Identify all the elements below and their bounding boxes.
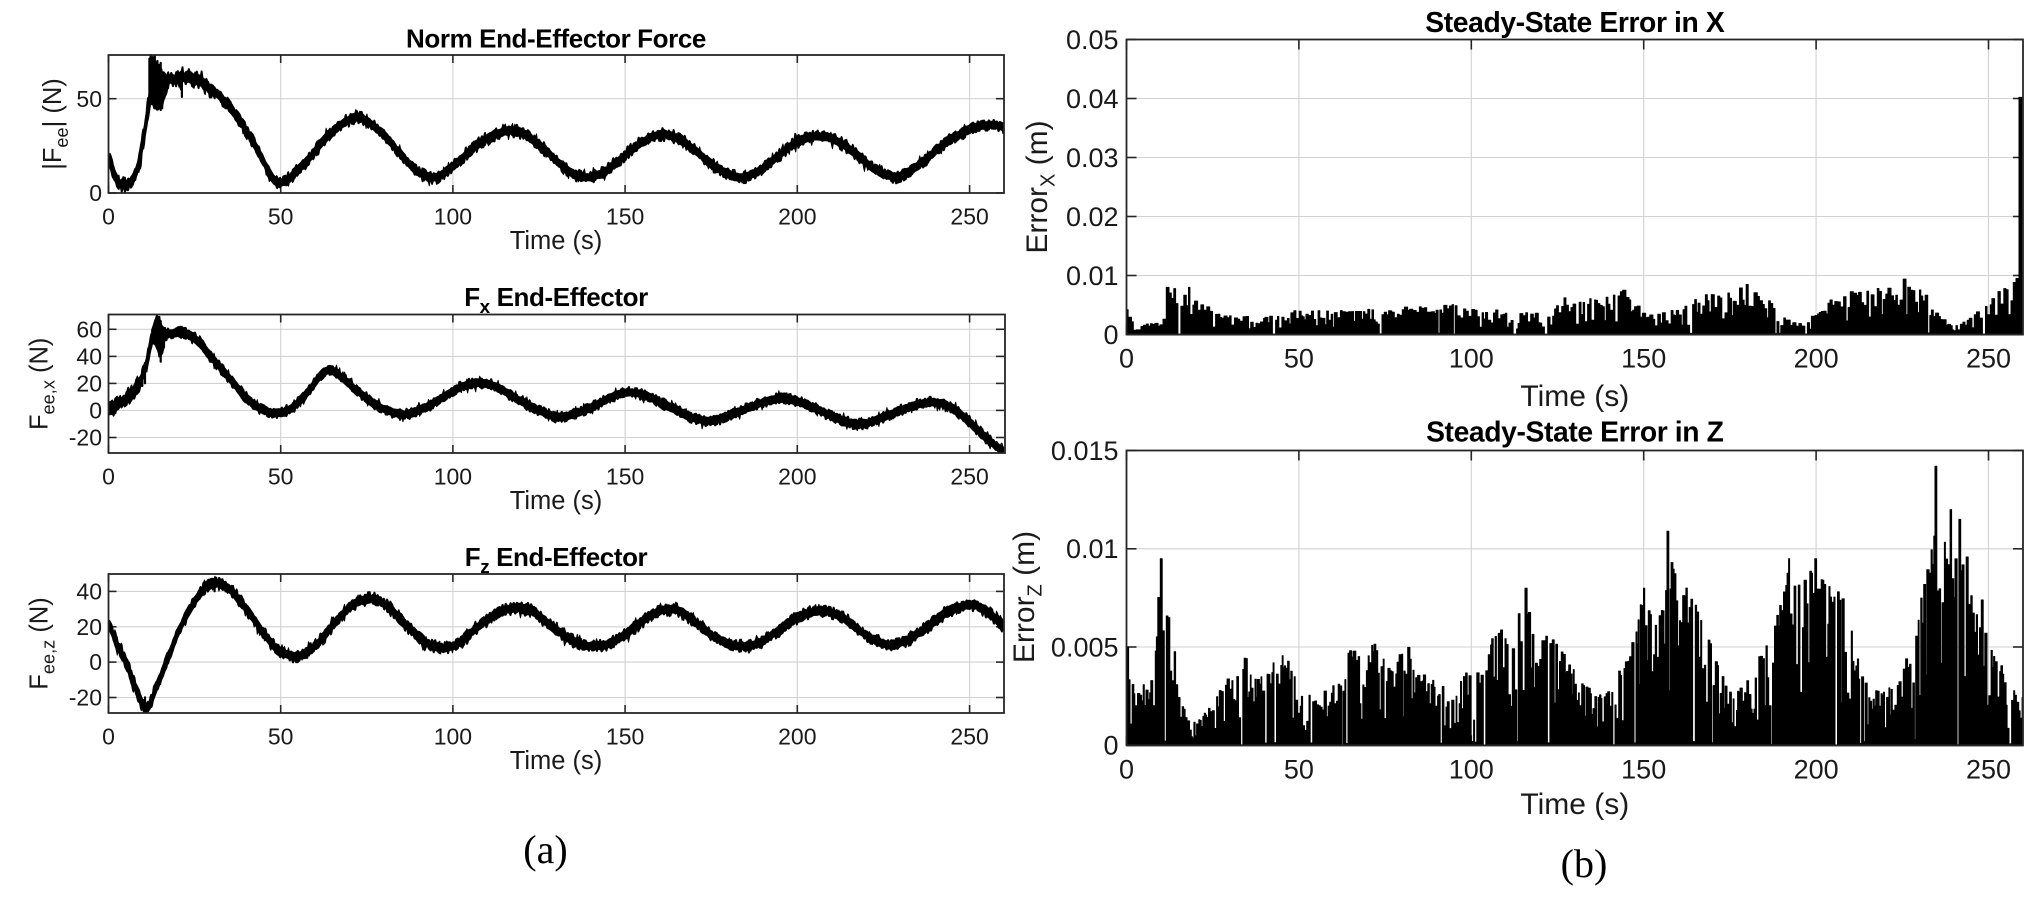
svg-text:250: 250 bbox=[950, 464, 988, 490]
svg-text:60: 60 bbox=[76, 316, 102, 342]
svg-text:0: 0 bbox=[89, 180, 102, 206]
svg-text:ErrorX (m): ErrorX (m) bbox=[1021, 120, 1060, 253]
svg-text:20: 20 bbox=[76, 371, 102, 397]
svg-text:40: 40 bbox=[76, 344, 102, 370]
svg-text:150: 150 bbox=[606, 204, 644, 230]
svg-text:Time (s): Time (s) bbox=[510, 487, 603, 515]
svg-text:Time (s): Time (s) bbox=[1520, 380, 1629, 413]
svg-text:50: 50 bbox=[1284, 344, 1314, 374]
svg-text:0: 0 bbox=[1119, 754, 1134, 784]
svg-text:100: 100 bbox=[434, 724, 472, 750]
svg-text:50: 50 bbox=[268, 464, 294, 490]
svg-text:0: 0 bbox=[1103, 320, 1118, 350]
svg-text:Steady-State Error in X: Steady-State Error in X bbox=[1425, 6, 1725, 38]
svg-text:100: 100 bbox=[1449, 344, 1494, 374]
svg-text:0: 0 bbox=[102, 464, 115, 490]
svg-text:50: 50 bbox=[1284, 754, 1314, 784]
svg-text:200: 200 bbox=[1794, 344, 1839, 374]
svg-text:50: 50 bbox=[268, 204, 294, 230]
svg-text:-20: -20 bbox=[69, 685, 102, 711]
svg-text:20: 20 bbox=[76, 614, 102, 640]
svg-text:50: 50 bbox=[268, 724, 294, 750]
svg-text:0: 0 bbox=[1119, 344, 1134, 374]
svg-text:40: 40 bbox=[76, 579, 102, 605]
svg-text:-20: -20 bbox=[69, 425, 102, 451]
svg-text:150: 150 bbox=[1621, 754, 1666, 784]
svg-text:(a): (a) bbox=[523, 827, 567, 872]
svg-text:100: 100 bbox=[434, 464, 472, 490]
svg-text:Time (s): Time (s) bbox=[1520, 788, 1629, 821]
svg-text:200: 200 bbox=[1794, 754, 1839, 784]
svg-text:250: 250 bbox=[1966, 754, 2011, 784]
svg-text:Fee,x (N): Fee,x (N) bbox=[26, 338, 59, 430]
svg-text:0.005: 0.005 bbox=[1051, 632, 1119, 662]
svg-text:Steady-State Error in Z: Steady-State Error in Z bbox=[1426, 416, 1724, 448]
svg-text:0.05: 0.05 bbox=[1066, 25, 1119, 55]
svg-text:|Fee| (N): |Fee| (N) bbox=[39, 78, 72, 170]
svg-text:0: 0 bbox=[89, 398, 102, 424]
svg-text:0.015: 0.015 bbox=[1051, 436, 1119, 466]
svg-text:0.03: 0.03 bbox=[1066, 143, 1119, 173]
svg-text:Time (s): Time (s) bbox=[510, 227, 603, 255]
svg-text:0: 0 bbox=[102, 204, 115, 230]
svg-text:150: 150 bbox=[606, 464, 644, 490]
svg-text:(b): (b) bbox=[1561, 841, 1608, 886]
svg-text:Time (s): Time (s) bbox=[510, 747, 603, 775]
svg-text:0.02: 0.02 bbox=[1066, 202, 1119, 232]
svg-text:ErrorZ (m): ErrorZ (m) bbox=[1008, 531, 1047, 663]
svg-text:0.01: 0.01 bbox=[1066, 534, 1119, 564]
svg-text:200: 200 bbox=[778, 464, 816, 490]
svg-text:150: 150 bbox=[606, 724, 644, 750]
svg-text:100: 100 bbox=[1449, 754, 1494, 784]
svg-text:0.04: 0.04 bbox=[1066, 84, 1119, 114]
svg-text:0: 0 bbox=[89, 649, 102, 675]
svg-text:200: 200 bbox=[778, 204, 816, 230]
svg-text:Fee,z (N): Fee,z (N) bbox=[26, 597, 59, 689]
svg-text:250: 250 bbox=[950, 724, 988, 750]
svg-text:250: 250 bbox=[950, 204, 988, 230]
svg-text:250: 250 bbox=[1966, 344, 2011, 374]
svg-text:100: 100 bbox=[434, 204, 472, 230]
svg-text:0: 0 bbox=[102, 724, 115, 750]
svg-text:150: 150 bbox=[1621, 344, 1666, 374]
svg-text:200: 200 bbox=[778, 724, 816, 750]
svg-text:50: 50 bbox=[76, 86, 102, 112]
svg-text:0: 0 bbox=[1103, 731, 1118, 761]
svg-text:Norm End-Effector Force: Norm End-Effector Force bbox=[406, 24, 706, 54]
svg-text:0.01: 0.01 bbox=[1066, 261, 1119, 291]
